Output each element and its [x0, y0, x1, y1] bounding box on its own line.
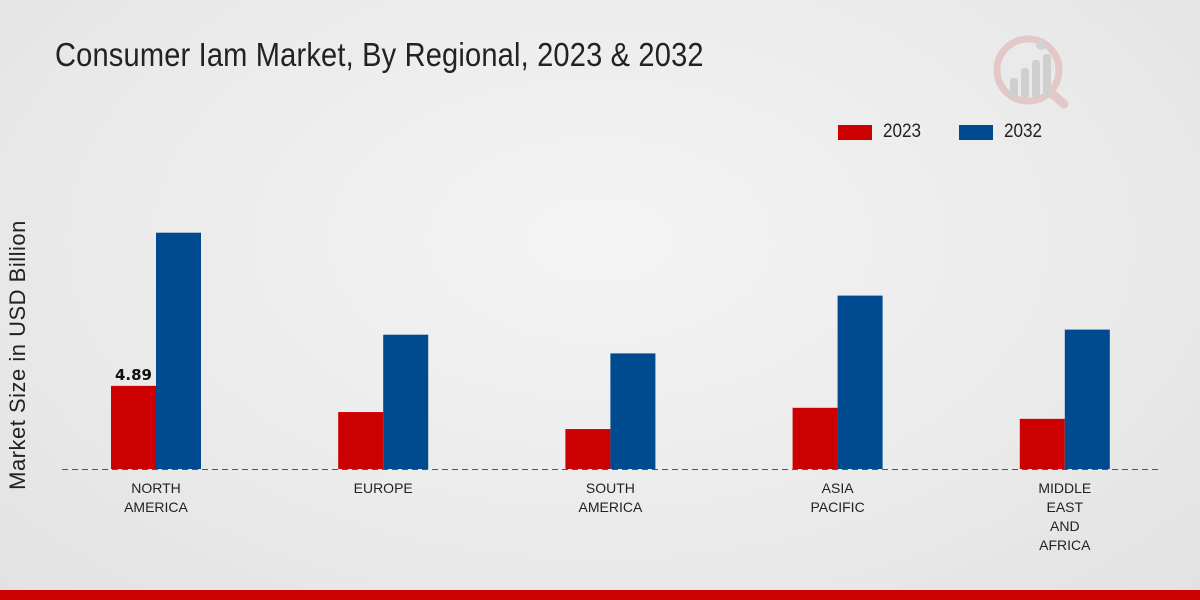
bar-2023-2: [565, 429, 611, 469]
chart-legend: 2023 2032: [838, 121, 1081, 143]
bar-2023-3: [792, 407, 838, 469]
bar-2032-1: [383, 334, 429, 469]
bar-2032-4: [1064, 329, 1110, 469]
x-tick-label-4: MIDDLE EAST AND AFRICA: [1038, 480, 1091, 553]
brand-logo-icon: [992, 32, 1072, 117]
legend-swatch-2023: [838, 124, 872, 140]
legend-item-2032: 2032: [959, 121, 1046, 143]
x-tick-label-3: ASIA PACIFIC: [810, 480, 864, 515]
bar-2032-0: [156, 232, 201, 469]
bar-2032-2: [610, 353, 656, 469]
bars-layer: [111, 232, 1110, 469]
bar-2023-0: [111, 385, 156, 469]
labels-layer: NORTH AMERICA EUROPE SOUTH AMERICA ASIA PACIFI…: [115, 366, 1091, 553]
legend-item-2023: 2023: [838, 121, 925, 143]
legend-label-2023: 2023: [883, 121, 922, 142]
legend-label-2032: 2032: [1004, 121, 1043, 142]
bar-2023-1: [338, 412, 384, 469]
x-tick-label-1: EUROPE: [354, 480, 413, 496]
x-tick-label-0: NORTH AMERICA: [124, 480, 188, 515]
bar-2032-3: [837, 295, 883, 469]
x-tick-label-2: SOUTH AMERICA: [579, 480, 643, 515]
bar-2023-4: [1019, 418, 1065, 469]
data-label-0: 4.89: [115, 366, 152, 384]
legend-swatch-2032: [959, 124, 994, 140]
footer-accent-bar: [0, 590, 1200, 600]
chart-title: Consumer Iam Market, By Regional, 2023 &…: [55, 36, 704, 73]
